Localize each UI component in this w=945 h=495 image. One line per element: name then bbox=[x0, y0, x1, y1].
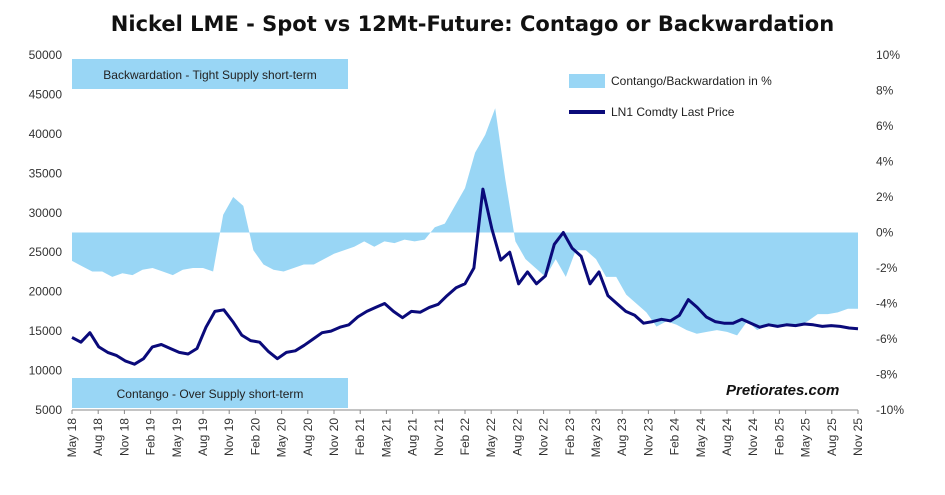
x-tick-label: Nov 19 bbox=[222, 418, 236, 456]
y-left-tick-label: 40000 bbox=[29, 127, 63, 141]
y-axis-right: -10% -8% -6% -4% -2% 0% 2% 4% 6% 8% 10% bbox=[876, 48, 904, 417]
x-axis: May 18 Aug 18 Nov 18 Feb 19 May 19 Aug 19 Nov … bbox=[65, 409, 865, 458]
x-tick-label: Feb 21 bbox=[353, 418, 367, 456]
y-left-tick-label: 45000 bbox=[29, 87, 63, 101]
annotation-bottom-label: Contango - Over Supply short-term bbox=[117, 387, 304, 401]
x-tick-label: Aug 23 bbox=[615, 418, 629, 456]
x-tick-label: May 25 bbox=[799, 418, 813, 458]
x-tick-label: May 21 bbox=[379, 418, 393, 458]
x-tick-label: Feb 20 bbox=[248, 418, 262, 456]
x-tick-label: Nov 22 bbox=[537, 418, 551, 456]
x-tick-label: Feb 24 bbox=[668, 418, 682, 456]
x-tick-label: Feb 25 bbox=[772, 418, 786, 456]
price-line-series bbox=[71, 187, 859, 366]
chart-title: Nickel LME - Spot vs 12Mt-Future: Contag… bbox=[110, 12, 835, 36]
contango-area-path bbox=[72, 108, 858, 336]
y-left-tick-label: 50000 bbox=[29, 48, 63, 62]
y-right-tick-label: 10% bbox=[876, 48, 900, 62]
y-right-tick-label: -10% bbox=[876, 403, 904, 417]
x-tick-label: Aug 22 bbox=[510, 418, 524, 456]
y-right-tick-label: -6% bbox=[876, 332, 898, 346]
x-tick-label: Aug 21 bbox=[406, 418, 420, 456]
x-tick-label: Nov 20 bbox=[327, 418, 341, 456]
x-tick-label: May 23 bbox=[589, 418, 603, 458]
annotation-box-top bbox=[72, 59, 348, 89]
y-axis-left: 5000 10000 15000 20000 25000 30000 35000 40000 4… bbox=[29, 48, 63, 417]
y-right-tick-label: -2% bbox=[876, 261, 898, 275]
x-tick-label: Aug 24 bbox=[720, 418, 734, 456]
x-tick-label: May 20 bbox=[275, 418, 289, 458]
x-tick-label: Nov 25 bbox=[851, 418, 865, 456]
y-right-tick-label: 0% bbox=[876, 226, 894, 240]
contango-area-series bbox=[72, 108, 858, 336]
legend-label-price: LN1 Comdty Last Price bbox=[611, 105, 735, 119]
x-tick-label: Nov 18 bbox=[117, 418, 131, 456]
x-tick-label: Feb 19 bbox=[144, 418, 158, 456]
y-right-tick-label: 8% bbox=[876, 84, 894, 98]
chart-legend: Contango/Backwardation in % LN1 Comdty L… bbox=[569, 74, 772, 119]
x-tick-label: Feb 22 bbox=[458, 418, 472, 456]
annotation-top-label: Backwardation - Tight Supply short-term bbox=[103, 68, 316, 82]
y-left-tick-label: 20000 bbox=[29, 285, 63, 299]
y-left-tick-label: 35000 bbox=[29, 166, 63, 180]
price-line-path bbox=[71, 187, 859, 366]
y-right-tick-label: 6% bbox=[876, 119, 894, 133]
x-tick-label: May 22 bbox=[484, 418, 498, 458]
x-tick-label: May 24 bbox=[694, 418, 708, 458]
legend-label-contango: Contango/Backwardation in % bbox=[611, 74, 772, 88]
watermark-brand: Pretiorates.com bbox=[726, 382, 840, 399]
y-left-tick-label: 30000 bbox=[29, 206, 63, 220]
x-tick-label: May 19 bbox=[170, 418, 184, 458]
x-tick-label: Aug 25 bbox=[825, 418, 839, 456]
x-tick-label: Nov 23 bbox=[641, 418, 655, 456]
x-tick-label: Aug 18 bbox=[91, 418, 105, 456]
y-right-tick-label: -8% bbox=[876, 368, 898, 382]
x-tick-label: May 18 bbox=[65, 418, 79, 458]
x-tick-label: Feb 23 bbox=[563, 418, 577, 456]
legend-swatch-contango bbox=[569, 74, 605, 88]
y-right-tick-label: 2% bbox=[876, 190, 894, 204]
x-tick-label: Nov 24 bbox=[746, 418, 760, 456]
x-tick-label: Aug 19 bbox=[196, 418, 210, 456]
y-left-tick-label: 25000 bbox=[29, 245, 63, 259]
annotation-box-bottom bbox=[72, 378, 348, 408]
y-right-tick-label: 4% bbox=[876, 155, 894, 169]
x-tick-label: Aug 20 bbox=[301, 418, 315, 456]
y-left-tick-label: 15000 bbox=[29, 324, 63, 338]
y-right-tick-label: -4% bbox=[876, 297, 898, 311]
y-left-tick-label: 5000 bbox=[35, 403, 62, 417]
x-tick-label: Nov 21 bbox=[432, 418, 446, 456]
y-left-tick-label: 10000 bbox=[29, 364, 63, 378]
